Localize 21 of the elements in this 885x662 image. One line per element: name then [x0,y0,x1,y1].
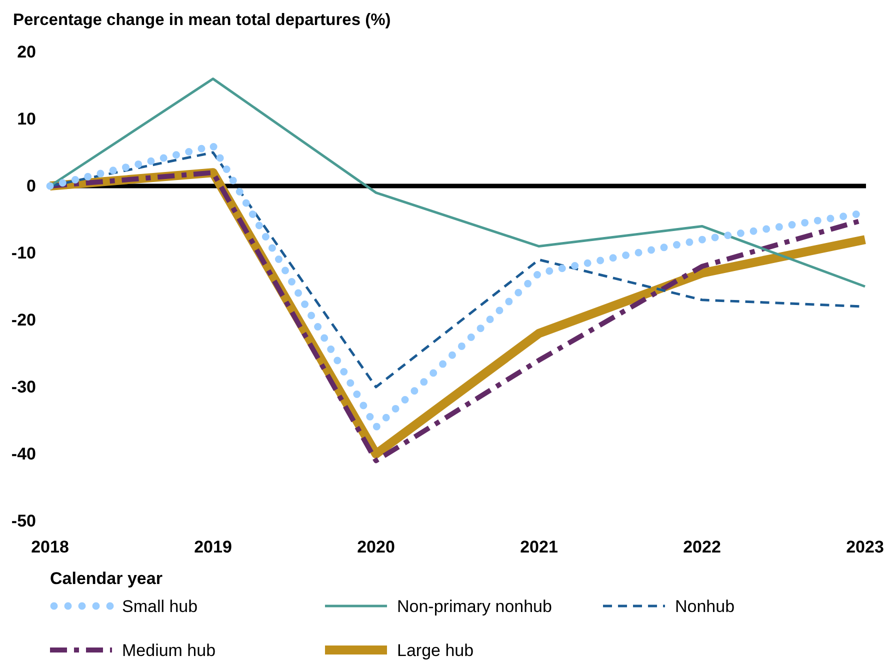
y-tick-label: 0 [26,176,36,196]
y-tick-label: -30 [11,378,36,396]
x-tick-label: 2019 [194,538,232,556]
x-tick-label: 2018 [31,538,69,556]
y-tick-label: -40 [11,444,36,464]
y-tick-label: -10 [11,244,36,262]
x-tick-label: 2021 [520,538,558,556]
x-axis-title: Calendar year [50,568,163,588]
x-tick-label: 2022 [683,538,721,556]
legend-label: Non-primary nonhub [397,596,552,616]
legend-label: Large hub [397,640,474,660]
y-tick-label: -50 [11,512,36,530]
x-tick-label: 2023 [846,538,884,556]
x-tick-label: 2020 [357,538,395,556]
y-axis-title: Percentage change in mean total departures (%) [13,11,391,29]
legend-label: Small hub [122,596,198,616]
legend-label: Medium hub [122,640,216,660]
y-tick-label: 10 [17,110,36,128]
y-tick-label: 20 [17,42,36,62]
legend-label: Nonhub [675,596,735,616]
y-tick-label: -20 [11,310,36,330]
